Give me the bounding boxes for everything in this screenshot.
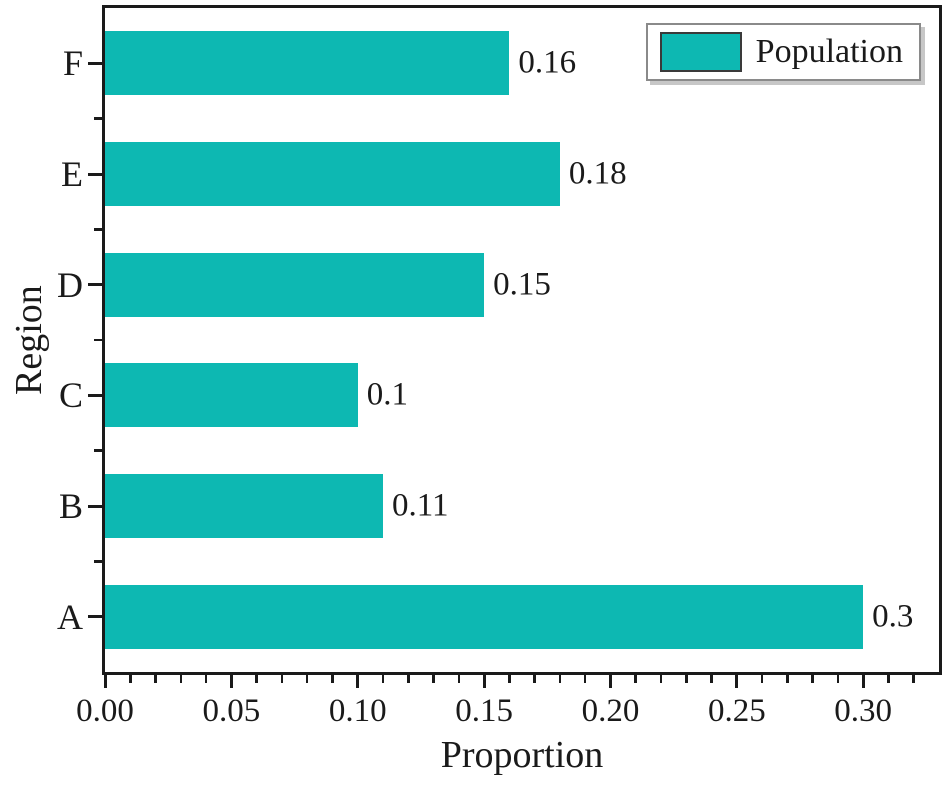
x-minor-tick (305, 675, 309, 683)
x-minor-tick (154, 675, 157, 683)
x-minor-tick (407, 675, 410, 683)
x-major-tick (482, 675, 486, 688)
x-minor-tick (508, 675, 511, 683)
x-minor-tick (204, 675, 208, 683)
x-major-tick (103, 675, 107, 688)
y-major-tick-D (88, 283, 102, 287)
x-tick-label: 0.10 (328, 693, 387, 729)
x-minor-tick (457, 675, 461, 683)
bar-value-label-C: 0.1 (366, 376, 408, 413)
x-tick-label: 0.05 (202, 693, 261, 729)
x-minor-tick (129, 675, 132, 683)
x-minor-tick (912, 675, 915, 683)
y-tick-label-A: A (57, 596, 83, 637)
x-tick-label: 0.15 (455, 693, 513, 729)
legend-label-population: Population (755, 33, 903, 70)
bar-E (105, 142, 560, 206)
y-major-tick-E (88, 172, 102, 176)
y-tick-label-E: E (61, 154, 83, 194)
y-minor-tick (94, 228, 102, 231)
y-tick-label-B: B (58, 486, 83, 526)
bar-value-label-E: 0.18 (568, 155, 627, 192)
x-minor-tick (685, 675, 688, 683)
y-major-tick-A (88, 615, 102, 619)
x-minor-tick (836, 675, 840, 683)
x-major-tick (356, 675, 360, 688)
x-minor-tick (255, 675, 258, 683)
bar-value-label-A: 0.3 (872, 598, 914, 635)
x-minor-tick (179, 675, 183, 683)
bar-value-label-F: 0.16 (518, 44, 577, 81)
bar-value-label-B: 0.11 (392, 487, 449, 524)
bar-F (105, 31, 510, 96)
x-minor-tick (583, 675, 587, 683)
x-axis-title: Proportion (440, 734, 604, 776)
x-minor-tick (786, 675, 789, 683)
x-major-tick (229, 675, 233, 688)
x-minor-tick (331, 675, 334, 683)
y-minor-tick (94, 449, 102, 452)
legend: Population (645, 23, 921, 81)
x-minor-tick (887, 675, 890, 683)
legend-swatch-population (659, 32, 742, 72)
x-minor-tick (811, 675, 814, 683)
bar-value-label-D: 0.15 (493, 266, 551, 303)
x-tick-label: 0.30 (834, 693, 893, 729)
bar-D (105, 252, 485, 317)
x-tick-label: 0.20 (581, 693, 640, 729)
plot-area: 0.3 0.11 0.1 0.15 0.18 0.16 Population (102, 5, 942, 675)
y-tick-label-D: D (57, 264, 83, 305)
x-tick-label: 0.00 (76, 693, 134, 729)
x-major-tick (861, 675, 865, 688)
bar-C (105, 363, 358, 428)
x-minor-tick (280, 675, 284, 683)
x-minor-tick (634, 675, 637, 683)
x-tick-label: 0.25 (707, 693, 766, 729)
x-minor-tick (558, 675, 562, 683)
y-major-tick-C (88, 393, 102, 397)
bar-A (105, 584, 864, 649)
bar-B (105, 474, 383, 538)
x-minor-tick (432, 675, 435, 683)
y-minor-tick (94, 117, 102, 120)
y-minor-tick (94, 338, 102, 342)
y-major-tick-F (88, 61, 102, 65)
x-minor-tick (533, 675, 536, 683)
x-major-tick (735, 675, 739, 688)
y-axis-title: Region (8, 285, 50, 395)
x-minor-tick (760, 675, 764, 683)
x-minor-tick (659, 675, 663, 683)
y-major-tick-B (88, 504, 102, 508)
x-minor-tick (710, 675, 713, 683)
x-major-tick (608, 675, 612, 688)
y-minor-tick (94, 560, 102, 563)
x-minor-tick (381, 675, 385, 683)
y-tick-label-C: C (58, 375, 83, 416)
y-tick-label-F: F (62, 43, 83, 84)
